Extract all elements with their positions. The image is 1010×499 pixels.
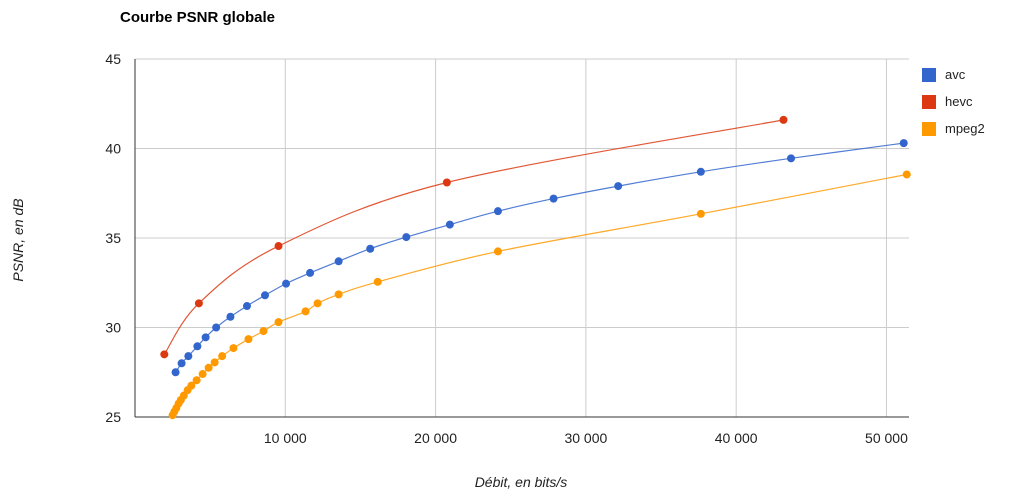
data-point-avc[interactable] xyxy=(366,244,375,253)
data-point-mpeg2[interactable] xyxy=(218,352,227,361)
data-point-avc[interactable] xyxy=(193,342,202,351)
data-point-avc[interactable] xyxy=(306,268,315,277)
data-point-avc[interactable] xyxy=(493,207,502,216)
y-tick-label: 30 xyxy=(105,320,121,336)
data-point-avc[interactable] xyxy=(261,291,270,300)
data-point-avc[interactable] xyxy=(226,312,235,321)
data-point-mpeg2[interactable] xyxy=(198,370,207,379)
data-point-avc[interactable] xyxy=(184,352,193,361)
data-point-mpeg2[interactable] xyxy=(187,381,196,390)
legend-item-hevc[interactable]: hevc xyxy=(922,88,985,115)
data-point-mpeg2[interactable] xyxy=(259,327,268,336)
data-point-hevc[interactable] xyxy=(160,350,169,359)
data-point-avc[interactable] xyxy=(171,368,180,377)
data-point-avc[interactable] xyxy=(242,302,251,311)
legend-swatch xyxy=(922,67,936,82)
series-line-avc[interactable] xyxy=(175,142,904,373)
y-tick-label: 35 xyxy=(105,230,121,246)
legend-swatch xyxy=(922,94,936,109)
data-point-mpeg2[interactable] xyxy=(301,307,310,316)
data-point-mpeg2[interactable] xyxy=(210,358,219,367)
x-tick-label: 30 000 xyxy=(564,430,607,446)
legend-swatch xyxy=(922,121,936,136)
data-point-mpeg2[interactable] xyxy=(902,170,911,179)
legend[interactable]: avc hevc mpeg2 xyxy=(922,61,985,142)
data-point-mpeg2[interactable] xyxy=(204,363,213,372)
data-point-avc[interactable] xyxy=(334,257,343,266)
x-tick-label: 40 000 xyxy=(715,430,758,446)
series-layer xyxy=(160,115,911,420)
data-point-avc[interactable] xyxy=(696,167,705,176)
data-point-mpeg2[interactable] xyxy=(274,318,283,327)
data-point-avc[interactable] xyxy=(201,333,210,342)
data-point-avc[interactable] xyxy=(177,359,186,368)
y-tick-label: 40 xyxy=(105,141,121,157)
data-point-avc[interactable] xyxy=(549,194,558,203)
data-point-mpeg2[interactable] xyxy=(229,344,238,353)
chart-title: Courbe PSNR globale xyxy=(120,9,276,26)
data-point-avc[interactable] xyxy=(212,323,221,332)
legend-item-mpeg2[interactable]: mpeg2 xyxy=(922,115,985,142)
data-point-mpeg2[interactable] xyxy=(373,277,382,286)
legend-label: hevc xyxy=(945,94,973,109)
y-axis-label: PSNR, en dB xyxy=(10,198,26,282)
data-point-mpeg2[interactable] xyxy=(244,335,253,344)
data-point-avc[interactable] xyxy=(787,154,796,163)
data-point-avc[interactable] xyxy=(445,220,454,229)
data-point-mpeg2[interactable] xyxy=(192,376,201,385)
data-point-avc[interactable] xyxy=(899,139,908,148)
x-axis-label: Débit, en bits/s xyxy=(474,474,568,490)
data-point-hevc[interactable] xyxy=(194,299,203,308)
data-point-mpeg2[interactable] xyxy=(334,290,343,299)
legend-label: mpeg2 xyxy=(945,121,985,136)
data-point-hevc[interactable] xyxy=(274,242,283,251)
grid xyxy=(134,58,909,418)
legend-label: avc xyxy=(945,67,966,82)
data-point-mpeg2[interactable] xyxy=(313,299,322,308)
data-point-avc[interactable] xyxy=(282,279,291,288)
x-tick-label: 20 000 xyxy=(414,430,457,446)
y-tick-label: 25 xyxy=(105,409,121,425)
data-point-mpeg2[interactable] xyxy=(493,247,502,256)
series-line-hevc[interactable] xyxy=(163,119,784,355)
data-point-hevc[interactable] xyxy=(779,115,788,124)
x-tick-label: 50 000 xyxy=(865,430,908,446)
data-point-avc[interactable] xyxy=(402,233,411,242)
data-point-avc[interactable] xyxy=(614,182,623,191)
y-tick-label: 45 xyxy=(105,51,121,67)
x-tick-label: 10 000 xyxy=(264,430,307,446)
legend-item-avc[interactable]: avc xyxy=(922,61,985,88)
data-point-hevc[interactable] xyxy=(442,178,451,187)
series-line-mpeg2[interactable] xyxy=(172,173,907,416)
data-point-mpeg2[interactable] xyxy=(696,209,705,218)
tick-labels: 25 30 35 40 45 10 000 20 000 30 000 40 000 50 000 xyxy=(105,51,908,446)
